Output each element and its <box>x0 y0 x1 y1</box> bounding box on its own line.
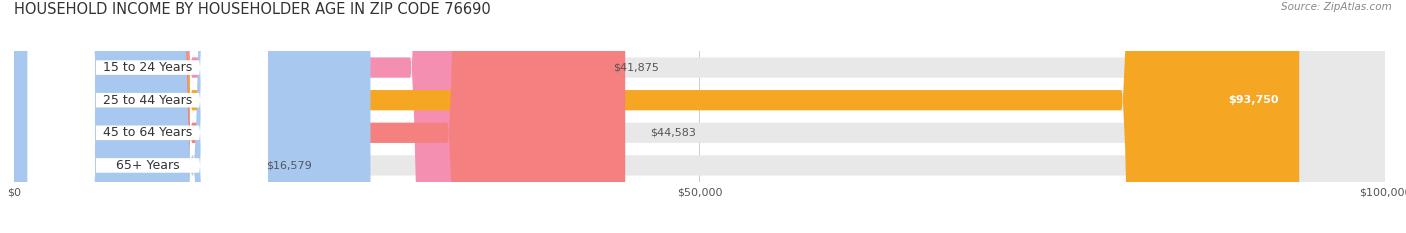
FancyBboxPatch shape <box>28 0 267 233</box>
FancyBboxPatch shape <box>14 0 1385 233</box>
FancyBboxPatch shape <box>14 0 1385 233</box>
Text: $93,750: $93,750 <box>1229 95 1278 105</box>
FancyBboxPatch shape <box>14 0 1385 233</box>
Text: 25 to 44 Years: 25 to 44 Years <box>103 94 193 107</box>
Text: 15 to 24 Years: 15 to 24 Years <box>103 61 193 74</box>
Text: 45 to 64 Years: 45 to 64 Years <box>103 126 193 139</box>
Text: $16,579: $16,579 <box>266 161 312 170</box>
FancyBboxPatch shape <box>28 0 267 233</box>
FancyBboxPatch shape <box>14 0 588 233</box>
FancyBboxPatch shape <box>14 0 371 233</box>
Text: $41,875: $41,875 <box>613 63 658 72</box>
Text: HOUSEHOLD INCOME BY HOUSEHOLDER AGE IN ZIP CODE 76690: HOUSEHOLD INCOME BY HOUSEHOLDER AGE IN Z… <box>14 2 491 17</box>
FancyBboxPatch shape <box>28 0 267 233</box>
FancyBboxPatch shape <box>28 0 267 233</box>
FancyBboxPatch shape <box>14 0 626 233</box>
Text: Source: ZipAtlas.com: Source: ZipAtlas.com <box>1281 2 1392 12</box>
Text: $44,583: $44,583 <box>650 128 696 138</box>
Text: 65+ Years: 65+ Years <box>115 159 180 172</box>
FancyBboxPatch shape <box>14 0 1385 233</box>
FancyBboxPatch shape <box>14 0 1299 233</box>
